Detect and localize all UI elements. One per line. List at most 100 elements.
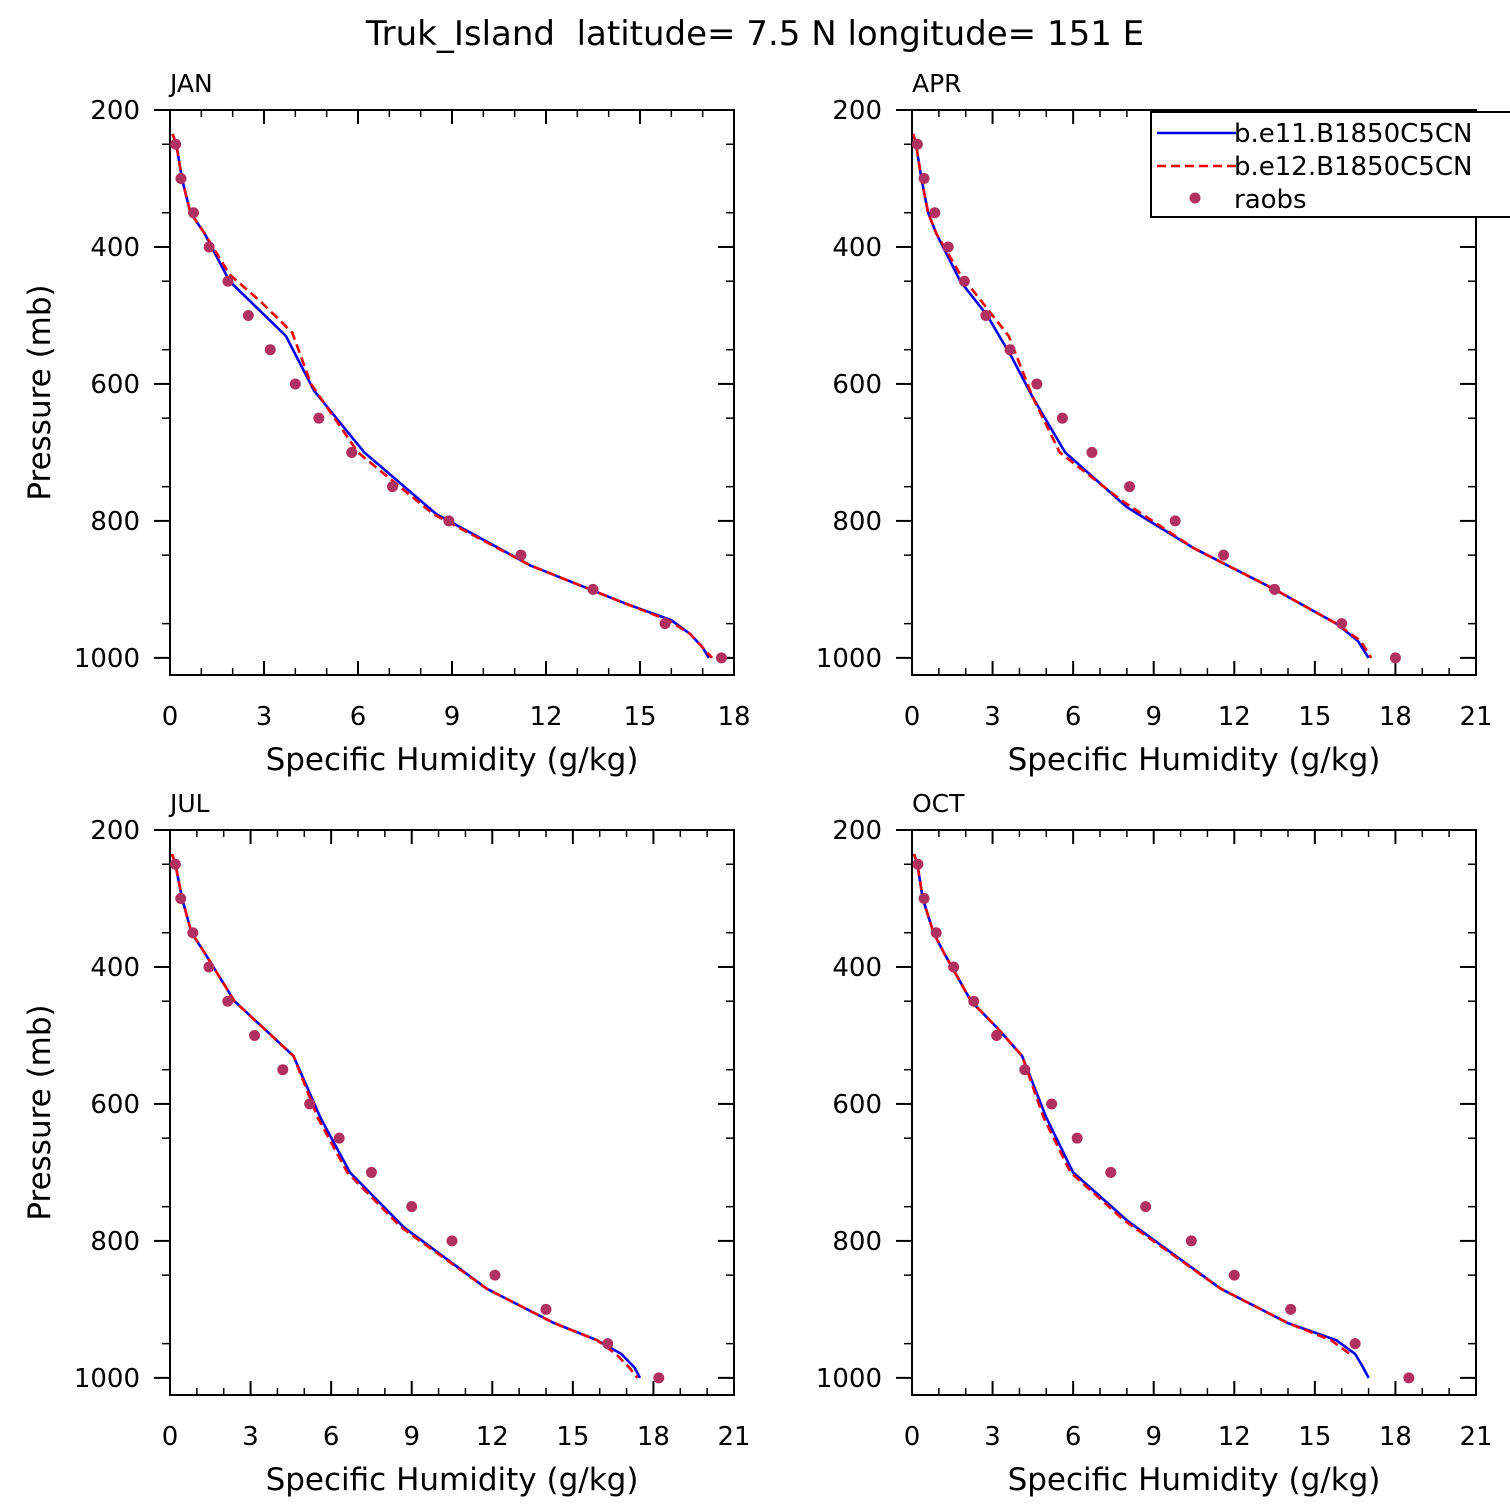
x-tick-label: 9 bbox=[1145, 702, 1162, 732]
x-tick-label: 18 bbox=[1379, 702, 1412, 732]
y-tick-label: 600 bbox=[90, 1090, 140, 1120]
series-b-e11-line bbox=[912, 853, 1370, 1379]
x-tick-label: 21 bbox=[717, 1422, 750, 1452]
panel-label: OCT bbox=[912, 789, 965, 818]
raobs-point bbox=[1124, 481, 1136, 493]
y-tick-label: 1000 bbox=[816, 1364, 882, 1394]
raobs-point bbox=[958, 275, 970, 287]
x-tick-label: 6 bbox=[350, 702, 367, 732]
raobs-point bbox=[170, 138, 182, 150]
raobs-point bbox=[912, 858, 924, 870]
raobs-point bbox=[169, 858, 181, 870]
series-b-e12-line bbox=[912, 133, 1373, 659]
x-tick-label: 21 bbox=[1459, 1422, 1492, 1452]
raobs-point bbox=[222, 275, 234, 287]
x-tick-label: 6 bbox=[1065, 702, 1082, 732]
series-b-e11-line bbox=[170, 853, 642, 1379]
raobs-point bbox=[443, 515, 455, 527]
raobs-point bbox=[289, 378, 301, 390]
panel-jul: JUL 0 3 6 9 12 15 18 21 200 400 600 800 1000 Specific … bbox=[22, 789, 751, 1498]
x-tick-label: 9 bbox=[444, 702, 461, 732]
x-tick-label: 12 bbox=[476, 1422, 509, 1452]
x-axis-label: Specific Humidity (g/kg) bbox=[266, 742, 639, 778]
raobs-point bbox=[602, 1338, 614, 1350]
raobs-point bbox=[1349, 1338, 1361, 1350]
raobs-point bbox=[446, 1235, 458, 1247]
raobs-point bbox=[980, 309, 992, 321]
panel-label: APR bbox=[912, 69, 962, 98]
raobs-point bbox=[911, 138, 923, 150]
raobs-point bbox=[203, 241, 215, 253]
raobs-point bbox=[203, 961, 215, 973]
raobs-point bbox=[1086, 446, 1098, 458]
raobs-point bbox=[489, 1269, 501, 1281]
raobs-point bbox=[1031, 378, 1043, 390]
x-tick-label: 3 bbox=[242, 1422, 259, 1452]
raobs-point bbox=[1046, 1098, 1058, 1110]
raobs-point bbox=[333, 1132, 345, 1144]
raobs-point bbox=[1218, 549, 1230, 561]
x-tick-label: 0 bbox=[162, 702, 179, 732]
plot-frame bbox=[169, 109, 735, 676]
raobs-point bbox=[264, 344, 276, 356]
y-tick-label: 1000 bbox=[816, 644, 882, 674]
y-tick-label: 400 bbox=[832, 953, 882, 983]
panel-oct: OCT 0 3 6 9 12 15 18 21 200 400 600 800 1000 Specific … bbox=[816, 789, 1493, 1498]
panel-label: JUL bbox=[168, 789, 210, 818]
x-tick-label: 15 bbox=[1298, 702, 1331, 732]
raobs-point bbox=[175, 172, 187, 184]
series-raobs bbox=[169, 858, 665, 1384]
panel-apr: APR 0 3 6 9 12 15 18 21 200 400 600 800 1000 Specific … bbox=[816, 69, 1510, 778]
x-tick-label: 18 bbox=[717, 702, 750, 732]
y-tick-label: 800 bbox=[90, 507, 140, 537]
series-raobs bbox=[170, 138, 727, 664]
panel-label: JAN bbox=[168, 69, 213, 98]
series-b-e12-line bbox=[170, 853, 639, 1379]
raobs-point bbox=[304, 1098, 316, 1110]
raobs-point bbox=[1403, 1372, 1415, 1384]
series-b-e12-line bbox=[912, 853, 1351, 1355]
y-tick-label: 200 bbox=[90, 816, 140, 846]
y-tick-label: 800 bbox=[832, 507, 882, 537]
raobs-point bbox=[1071, 1132, 1083, 1144]
raobs-point bbox=[222, 995, 234, 1007]
legend-label: raobs bbox=[1234, 185, 1307, 215]
y-tick-label: 600 bbox=[832, 370, 882, 400]
x-tick-label: 12 bbox=[1218, 702, 1251, 732]
raobs-point bbox=[313, 412, 325, 424]
raobs-point bbox=[1105, 1166, 1117, 1178]
raobs-point bbox=[918, 172, 930, 184]
x-tick-label: 12 bbox=[529, 702, 562, 732]
y-tick-label: 200 bbox=[832, 816, 882, 846]
raobs-point bbox=[249, 1029, 261, 1041]
x-tick-label: 9 bbox=[403, 1422, 420, 1452]
raobs-point bbox=[918, 892, 930, 904]
raobs-point bbox=[365, 1166, 377, 1178]
raobs-point bbox=[187, 927, 199, 939]
x-tick-label: 3 bbox=[256, 702, 273, 732]
plot-frame bbox=[911, 109, 1477, 676]
x-tick-label: 6 bbox=[1065, 1422, 1082, 1452]
x-axis-label: Specific Humidity (g/kg) bbox=[266, 1462, 639, 1498]
x-tick-label: 12 bbox=[1218, 1422, 1251, 1452]
series-b-e11-line bbox=[171, 133, 711, 659]
raobs-point bbox=[659, 618, 671, 630]
x-tick-label: 15 bbox=[556, 1422, 589, 1452]
plot-frame bbox=[911, 829, 1477, 1396]
x-axis-label: Specific Humidity (g/kg) bbox=[1008, 1462, 1381, 1498]
raobs-point bbox=[587, 583, 599, 595]
y-tick-label: 200 bbox=[90, 96, 140, 126]
x-axis-label: Specific Humidity (g/kg) bbox=[1008, 742, 1381, 778]
plot-frame bbox=[169, 829, 735, 1396]
raobs-point bbox=[540, 1303, 552, 1315]
y-tick-label: 600 bbox=[832, 1090, 882, 1120]
raobs-point bbox=[1389, 652, 1401, 664]
raobs-point bbox=[948, 961, 960, 973]
raobs-point bbox=[242, 309, 254, 321]
y-tick-label: 400 bbox=[90, 233, 140, 263]
y-tick-label: 800 bbox=[90, 1227, 140, 1257]
x-tick-label: 3 bbox=[984, 1422, 1001, 1452]
series-raobs bbox=[912, 858, 1415, 1384]
